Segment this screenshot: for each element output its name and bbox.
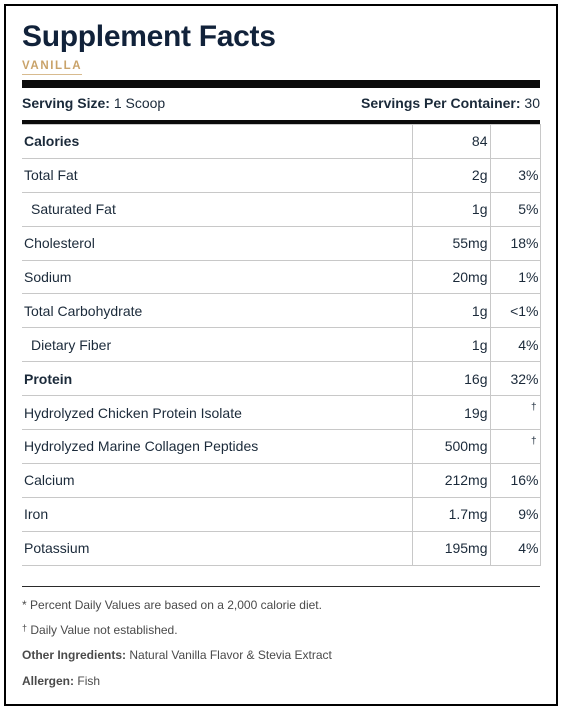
nutrient-name: Total Carbohydrate bbox=[22, 293, 412, 329]
supplement-facts-panel: Supplement Facts VANILLA Serving Size: 1… bbox=[4, 4, 558, 706]
table-row: Total Fat 2g 3% bbox=[22, 157, 541, 193]
dagger-symbol: † bbox=[489, 429, 541, 464]
nutrient-amount: 1.7mg bbox=[411, 496, 490, 532]
footnote-divider bbox=[22, 586, 540, 587]
nutrient-amount: 500mg bbox=[411, 429, 490, 464]
daily-value-not-established-note: † Daily Value not established. bbox=[22, 623, 178, 637]
asterisk-symbol: * bbox=[22, 598, 27, 612]
nutrient-amount: 1g bbox=[411, 293, 490, 329]
nutrient-daily-value: 4% bbox=[489, 327, 541, 363]
allergen-value: Fish bbox=[77, 674, 101, 688]
table-row: Calcium 212mg 16% bbox=[22, 462, 541, 498]
nutrient-amount: 1g bbox=[411, 327, 490, 363]
nutrient-daily-value: 16% bbox=[489, 462, 541, 498]
allergen-label: Allergen: bbox=[22, 674, 75, 688]
table-row: Iron 1.7mg 9% bbox=[22, 496, 541, 532]
nutrient-amount: 212mg bbox=[411, 462, 490, 498]
nutrient-daily-value bbox=[489, 124, 541, 159]
nutrient-daily-value: 9% bbox=[489, 496, 541, 532]
nutrient-name: Sodium bbox=[22, 259, 412, 295]
serving-size-label: Serving Size: bbox=[22, 95, 110, 111]
servings-per-container-value: 30 bbox=[524, 95, 540, 111]
serving-info: Serving Size: 1 Scoop Servings Per Conta… bbox=[22, 95, 540, 113]
nutrient-name: Dietary Fiber bbox=[22, 327, 412, 363]
nutrient-amount: 20mg bbox=[411, 259, 490, 295]
daily-value-not-established-text: Daily Value not established. bbox=[30, 623, 178, 637]
nutrient-amount: 16g bbox=[411, 361, 490, 397]
other-ingredients-value: Natural Vanilla Flavor & Stevia Extract bbox=[129, 648, 332, 662]
table-row: Sodium 20mg 1% bbox=[22, 259, 541, 295]
nutrient-daily-value: 1% bbox=[489, 259, 541, 295]
dagger-symbol: † bbox=[489, 395, 541, 431]
table-row: Cholesterol 55mg 18% bbox=[22, 225, 541, 261]
nutrient-name: Hydrolyzed Marine Collagen Peptides bbox=[22, 429, 412, 464]
table-row: Hydrolyzed Chicken Protein Isolate 19g † bbox=[22, 395, 541, 431]
servings-per-container-label: Servings Per Container: bbox=[361, 95, 521, 111]
percent-daily-value-note: * Percent Daily Values are based on a 2,… bbox=[22, 598, 322, 612]
nutrient-amount: 19g bbox=[411, 395, 490, 431]
percent-daily-value-text: Percent Daily Values are based on a 2,00… bbox=[30, 598, 322, 612]
page-title: Supplement Facts bbox=[22, 20, 276, 53]
nutrient-name: Calcium bbox=[22, 462, 412, 498]
nutrient-daily-value: 18% bbox=[489, 225, 541, 261]
thick-divider bbox=[22, 80, 540, 88]
table-row: Saturated Fat 1g 5% bbox=[22, 191, 541, 227]
medium-divider bbox=[22, 120, 540, 124]
nutrient-daily-value: 4% bbox=[489, 530, 541, 566]
nutrient-name: Hydrolyzed Chicken Protein Isolate bbox=[22, 395, 412, 431]
other-ingredients-label: Other Ingredients: bbox=[22, 648, 127, 662]
nutrient-name: Cholesterol bbox=[22, 225, 412, 261]
nutrient-daily-value: 32% bbox=[489, 361, 541, 397]
nutrient-amount: 55mg bbox=[411, 225, 490, 261]
table-row: Protein 16g 32% bbox=[22, 361, 541, 397]
flavor-label: VANILLA bbox=[22, 60, 83, 75]
serving-size-value: 1 Scoop bbox=[113, 95, 166, 111]
nutrient-daily-value: <1% bbox=[489, 293, 541, 329]
dagger-symbol: † bbox=[22, 623, 28, 633]
nutrient-daily-value: 3% bbox=[489, 157, 541, 193]
nutrient-name: Total Fat bbox=[22, 157, 412, 193]
table-row: Total Carbohydrate 1g <1% bbox=[22, 293, 541, 329]
nutrient-daily-value: 5% bbox=[489, 191, 541, 227]
nutrient-name: Potassium bbox=[22, 530, 412, 566]
allergen-info: Allergen: Fish bbox=[22, 674, 100, 688]
nutrient-name: Saturated Fat bbox=[22, 191, 412, 227]
nutrient-name: Calories bbox=[22, 124, 412, 159]
nutrient-amount: 1g bbox=[411, 191, 490, 227]
table-row: Calories 84 bbox=[22, 124, 541, 159]
table-row: Hydrolyzed Marine Collagen Peptides 500m… bbox=[22, 429, 541, 464]
nutrient-amount: 195mg bbox=[411, 530, 490, 566]
nutrient-name: Iron bbox=[22, 496, 412, 532]
nutrient-amount: 2g bbox=[411, 157, 490, 193]
servings-per-container: Servings Per Container: 30 bbox=[361, 95, 540, 111]
nutrient-name: Protein bbox=[22, 361, 412, 397]
other-ingredients: Other Ingredients: Natural Vanilla Flavo… bbox=[22, 648, 332, 662]
table-row: Dietary Fiber 1g 4% bbox=[22, 327, 541, 363]
serving-size: Serving Size: 1 Scoop bbox=[22, 95, 165, 111]
nutrient-amount: 84 bbox=[411, 124, 490, 159]
nutrient-table: Calories 84 Total Fat 2g 3% Saturated Fa… bbox=[22, 124, 541, 566]
table-row: Potassium 195mg 4% bbox=[22, 530, 541, 566]
